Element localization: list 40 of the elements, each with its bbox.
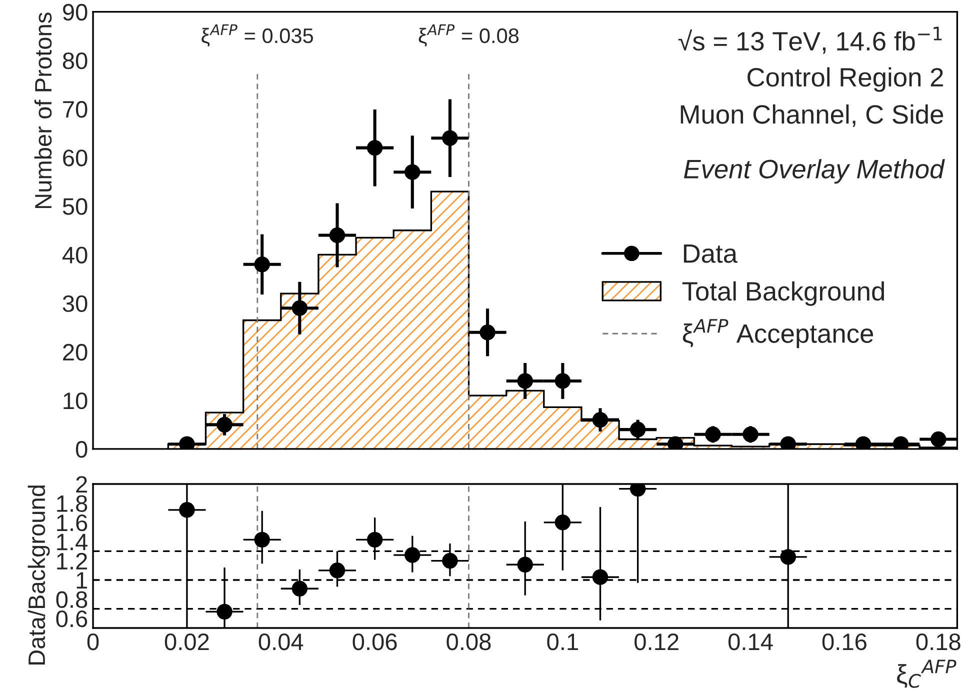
x-tick-label: 0.16 [822,633,866,650]
y-tick-label: 0.6 [56,610,88,628]
ref-line-label: ξ$^{AFP}$ = 0.08 [418,24,519,47]
y-tick-label: 50 [62,198,88,215]
x-tick-label: 0.14 [728,633,773,650]
y-axis-title: Data/Background [28,486,50,664]
ref-line-label: ξ$^{AFP}$ = 0.035 [202,24,313,47]
annotation: √s = 13 TeV, 14.6 fb$^{−1}$ [678,26,942,54]
y-tick-label: 1 [76,572,88,589]
x-tick-label: 0.1 [547,633,578,650]
x-tick-label: 0.04 [258,633,304,650]
y-tick-label: 1.4 [57,534,88,550]
legend-label: Total Background [682,281,884,306]
y-tick-label: 0 [76,441,88,458]
legend-label: Data [684,244,738,263]
y-tick-label: 2 [76,476,87,493]
x-tick-label: 0.06 [352,633,397,650]
x-tick-label: 0.08 [446,633,491,650]
x-axis-title: ξ$_{C}$$^{AFP}$ [897,660,956,688]
y-tick-label: 1.6 [57,514,88,532]
y-tick-label: 0.8 [56,591,88,608]
y-tick-label: 40 [62,246,88,264]
y-tick-label: 70 [63,101,88,118]
y-tick-label: 80 [62,52,88,70]
y-tick-label: 90 [63,4,88,21]
x-tick-label: 0 [87,633,99,650]
y-tick-label: 10 [64,392,88,410]
annotation: Control Region 2 [748,67,943,92]
x-tick-label: 0.18 [916,633,960,650]
y-tick-label: 30 [62,295,88,312]
annotation: ξ$^{AFP}$ Acceptance [682,319,874,348]
annotation: Event Overlay Method [684,159,945,184]
annotation: Muon Channel, C Side [680,104,944,127]
x-tick-label: 0.12 [634,633,678,650]
y-tick-label: 1.8 [57,495,88,512]
y-tick-label: 60 [63,150,88,166]
x-tick-label: 0.02 [164,633,209,650]
y-axis-title: Number of Protons [34,12,52,208]
y-tick-label: 20 [63,344,88,361]
y-tick-label: 1.2 [57,552,87,570]
